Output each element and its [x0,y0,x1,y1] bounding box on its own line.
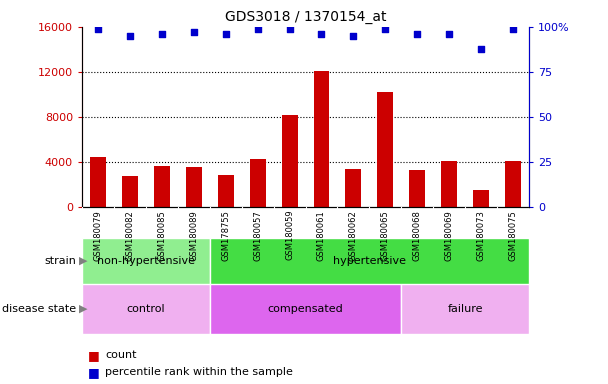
Text: count: count [105,350,137,360]
Point [253,26,263,32]
Point [381,26,390,32]
Text: disease state: disease state [2,304,76,314]
Bar [282,115,297,207]
Point [348,33,358,39]
Text: failure: failure [447,304,483,314]
Text: ■: ■ [88,366,100,379]
Text: strain: strain [44,256,76,266]
Text: GSM180079: GSM180079 [94,210,103,261]
Point [189,29,199,35]
Text: hypertensive: hypertensive [333,256,406,266]
Point [221,31,230,37]
Bar [122,176,138,207]
Point [93,26,103,32]
Bar [441,161,457,207]
Point [508,26,518,32]
Text: GSM180059: GSM180059 [285,210,294,260]
Point [125,33,135,39]
Point [317,31,326,37]
Text: ▶: ▶ [79,304,88,314]
Title: GDS3018 / 1370154_at: GDS3018 / 1370154_at [225,10,386,25]
Bar [409,170,425,207]
Text: GSM180062: GSM180062 [349,210,358,261]
Bar [186,167,202,207]
Text: GSM180057: GSM180057 [253,210,262,261]
Point [157,31,167,37]
Bar [210,238,529,284]
Text: ■: ■ [88,349,100,362]
Text: compensated: compensated [268,304,344,314]
Bar [250,159,266,207]
Text: GSM180069: GSM180069 [444,210,454,261]
Bar [314,71,330,207]
Bar [210,284,401,334]
Text: GSM178755: GSM178755 [221,210,230,261]
Text: ▶: ▶ [79,256,88,266]
Bar [378,92,393,207]
Text: control: control [126,304,165,314]
Text: GSM180073: GSM180073 [477,210,486,261]
Bar [401,284,529,334]
Bar [82,284,210,334]
Text: GSM180085: GSM180085 [157,210,167,261]
Text: percentile rank within the sample: percentile rank within the sample [105,367,293,377]
Text: GSM180075: GSM180075 [508,210,517,261]
Text: GSM180089: GSM180089 [189,210,198,261]
Text: GSM180068: GSM180068 [413,210,422,261]
Point [285,26,294,32]
Text: GSM180082: GSM180082 [125,210,134,261]
Bar [154,166,170,207]
Text: non-hypertensive: non-hypertensive [97,256,195,266]
Point [476,45,486,51]
Bar [473,190,489,207]
Bar [90,157,106,207]
Bar [505,161,521,207]
Point [412,31,422,37]
Bar [218,175,233,207]
Text: GSM180065: GSM180065 [381,210,390,261]
Bar [82,238,210,284]
Point [444,31,454,37]
Text: GSM180061: GSM180061 [317,210,326,261]
Bar [345,169,361,207]
